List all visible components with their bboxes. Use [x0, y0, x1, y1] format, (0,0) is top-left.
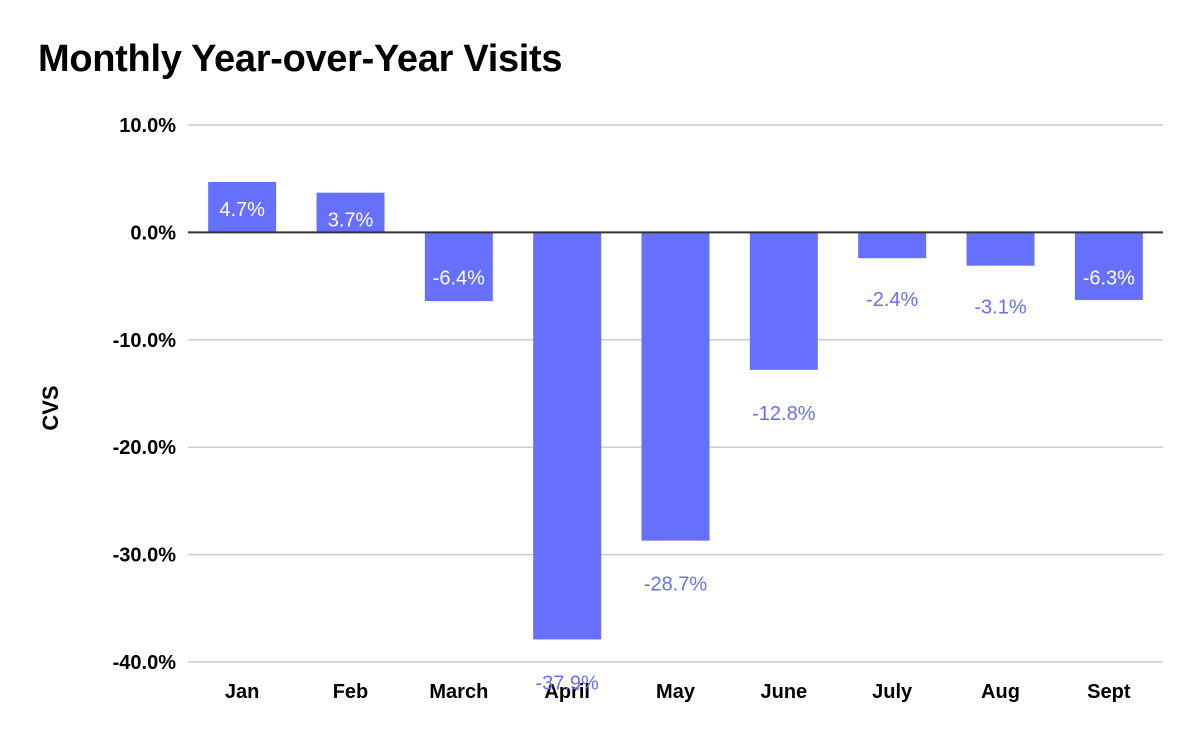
bar-may — [641, 232, 710, 541]
data-label: -6.4% — [433, 267, 485, 289]
x-axis-categories: Jan Feb March April May June July Aug Sept — [225, 681, 1131, 703]
y-tick-label: -20.0% — [113, 437, 177, 459]
y-tick-label: -30.0% — [113, 545, 177, 567]
chart-title: Monthly Year-over-Year Visits — [38, 38, 563, 80]
data-label: -37.9% — [535, 672, 599, 694]
data-label: -3.1% — [974, 297, 1026, 319]
data-labels: 4.7% 3.7% -6.4% -37.9% -28.7% -12.8% -2.4% -3.1… — [219, 199, 1135, 695]
x-category-label: March — [429, 681, 488, 703]
x-category-label: June — [760, 681, 807, 703]
x-category-label: July — [872, 681, 913, 703]
data-label: 4.7% — [219, 199, 265, 221]
y-tick-label: 10.0% — [119, 115, 176, 137]
bar-sept — [1074, 232, 1143, 301]
x-category-label: May — [656, 681, 696, 703]
data-label: -2.4% — [866, 289, 918, 311]
bar-march — [424, 232, 493, 302]
bar-april — [533, 232, 602, 640]
data-label: -28.7% — [644, 574, 708, 596]
data-label: -6.3% — [1083, 267, 1135, 289]
y-tick-label: 0.0% — [130, 222, 176, 244]
x-category-label: Jan — [225, 681, 259, 703]
bar-jan — [208, 181, 277, 233]
x-category-label: Sept — [1087, 681, 1131, 703]
bars — [208, 181, 1143, 640]
x-category-label: Feb — [333, 681, 369, 703]
bar-june — [749, 232, 818, 370]
y-tick-label: -10.0% — [113, 330, 177, 352]
x-category-label: April — [544, 681, 590, 703]
y-axis-ticks: 10.0% 0.0% -10.0% -20.0% -30.0% -40.0% — [113, 115, 177, 674]
x-category-label: Aug — [981, 681, 1020, 703]
bar-aug — [966, 232, 1035, 266]
data-label: 3.7% — [328, 210, 374, 232]
y-axis-title: CVS — [38, 385, 63, 430]
bar-feb — [316, 192, 385, 233]
bar-july — [858, 232, 927, 259]
y-tick-label: -40.0% — [113, 652, 177, 674]
data-label: -12.8% — [752, 403, 816, 425]
